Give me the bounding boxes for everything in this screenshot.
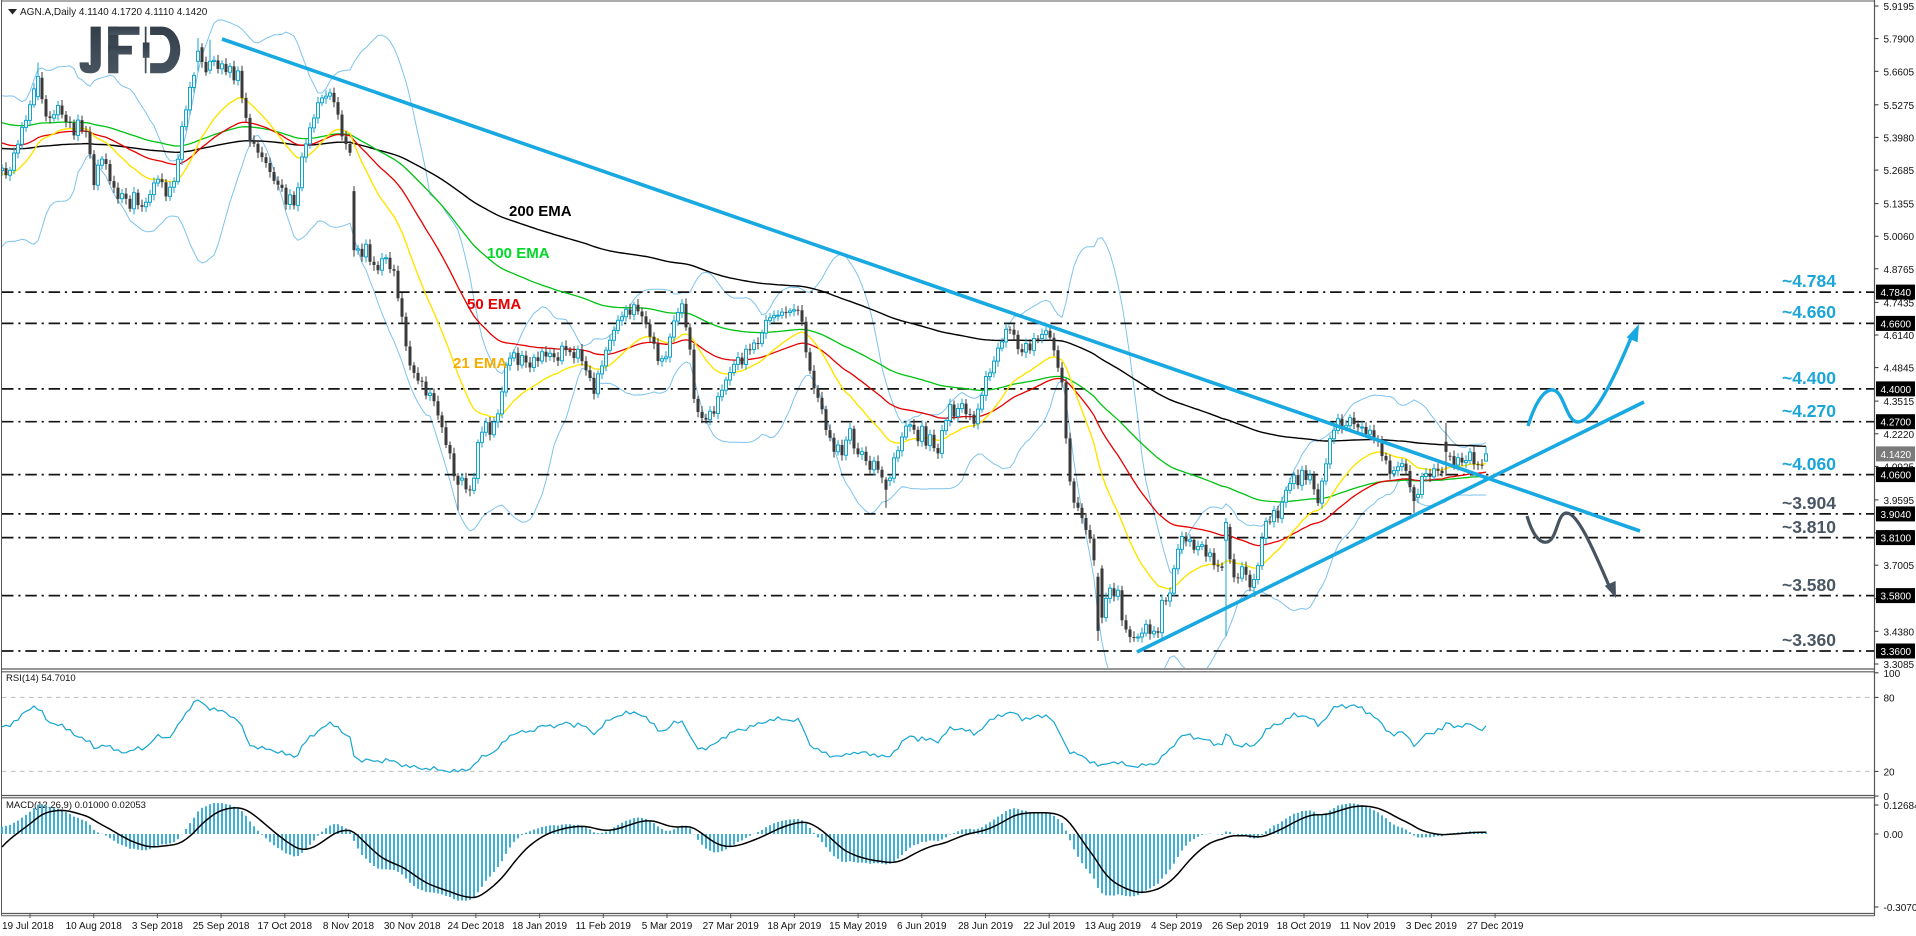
svg-text:5.3980: 5.3980 bbox=[1884, 133, 1915, 144]
svg-text:3 Sep 2018: 3 Sep 2018 bbox=[132, 921, 184, 932]
svg-text:~3.810: ~3.810 bbox=[1782, 517, 1836, 537]
svg-text:5.6605: 5.6605 bbox=[1884, 67, 1915, 78]
svg-text:18 Jan 2019: 18 Jan 2019 bbox=[512, 921, 567, 932]
svg-text:~4.400: ~4.400 bbox=[1782, 368, 1836, 388]
svg-text:5.7900: 5.7900 bbox=[1884, 35, 1915, 46]
svg-text:8 Nov 2018: 8 Nov 2018 bbox=[323, 921, 375, 932]
svg-text:3.9040: 3.9040 bbox=[1881, 510, 1912, 521]
svg-text:~4.660: ~4.660 bbox=[1782, 302, 1836, 322]
svg-text:5.1355: 5.1355 bbox=[1884, 200, 1915, 211]
svg-text:4.2700: 4.2700 bbox=[1881, 418, 1912, 429]
svg-text:0.12684: 0.12684 bbox=[1884, 801, 1916, 812]
svg-text:50 EMA: 50 EMA bbox=[467, 296, 521, 313]
svg-text:30 Nov 2018: 30 Nov 2018 bbox=[384, 921, 441, 932]
svg-text:28 Jun 2019: 28 Jun 2019 bbox=[958, 921, 1013, 932]
svg-text:3.9595: 3.9595 bbox=[1884, 496, 1915, 507]
svg-text:~3.580: ~3.580 bbox=[1782, 575, 1836, 595]
svg-text:4.7840: 4.7840 bbox=[1881, 288, 1912, 299]
svg-text:11 Feb 2019: 11 Feb 2019 bbox=[576, 921, 632, 932]
svg-text:3.7005: 3.7005 bbox=[1884, 561, 1915, 572]
svg-text:5.0060: 5.0060 bbox=[1884, 232, 1915, 243]
svg-text:15 May 2019: 15 May 2019 bbox=[829, 921, 887, 932]
svg-text:19 Jul 2018: 19 Jul 2018 bbox=[2, 921, 54, 932]
svg-text:22 Jul 2019: 22 Jul 2019 bbox=[1023, 921, 1075, 932]
svg-text:~3.904: ~3.904 bbox=[1782, 493, 1836, 513]
svg-text:RSI(14) 54.7010: RSI(14) 54.7010 bbox=[6, 673, 76, 684]
svg-text:3.3085: 3.3085 bbox=[1884, 660, 1915, 671]
svg-text:4.3515: 4.3515 bbox=[1884, 397, 1915, 408]
svg-text:200 EMA: 200 EMA bbox=[509, 203, 572, 220]
svg-text:4.4845: 4.4845 bbox=[1884, 364, 1915, 375]
svg-text:5 Mar 2019: 5 Mar 2019 bbox=[642, 921, 693, 932]
svg-text:20: 20 bbox=[1884, 767, 1896, 778]
svg-text:0: 0 bbox=[1884, 792, 1890, 803]
svg-text:~4.270: ~4.270 bbox=[1782, 401, 1836, 421]
svg-text:3 Dec 2019: 3 Dec 2019 bbox=[1406, 921, 1458, 932]
svg-text:4.1420: 4.1420 bbox=[1881, 450, 1912, 461]
svg-text:5.5275: 5.5275 bbox=[1884, 101, 1915, 112]
svg-text:MACD(12,26,9) 0.01000 0.02053: MACD(12,26,9) 0.01000 0.02053 bbox=[6, 800, 146, 811]
svg-text:~3.360: ~3.360 bbox=[1782, 630, 1836, 650]
svg-text:5.9195: 5.9195 bbox=[1884, 2, 1915, 13]
svg-text:18 Apr 2019: 18 Apr 2019 bbox=[767, 921, 821, 932]
svg-text:100: 100 bbox=[1884, 669, 1901, 680]
svg-text:10 Aug 2018: 10 Aug 2018 bbox=[66, 921, 123, 932]
svg-text:21 EMA: 21 EMA bbox=[453, 355, 507, 372]
svg-text:4.6140: 4.6140 bbox=[1884, 331, 1915, 342]
svg-text:0.00: 0.00 bbox=[1884, 830, 1904, 841]
svg-text:25 Sep 2018: 25 Sep 2018 bbox=[193, 921, 250, 932]
svg-text:13 Aug 2019: 13 Aug 2019 bbox=[1085, 921, 1142, 932]
svg-text:~4.060: ~4.060 bbox=[1782, 454, 1836, 474]
svg-text:24 Dec 2018: 24 Dec 2018 bbox=[448, 921, 505, 932]
svg-text:80: 80 bbox=[1884, 693, 1896, 704]
svg-text:6 Jun 2019: 6 Jun 2019 bbox=[897, 921, 947, 932]
svg-text:26 Sep 2019: 26 Sep 2019 bbox=[1212, 921, 1269, 932]
svg-text:-0.30708: -0.30708 bbox=[1884, 903, 1916, 914]
svg-text:4.8765: 4.8765 bbox=[1884, 265, 1915, 276]
svg-text:4.6600: 4.6600 bbox=[1881, 319, 1912, 330]
svg-text:18 Oct 2019: 18 Oct 2019 bbox=[1277, 921, 1332, 932]
svg-text:4 Sep 2019: 4 Sep 2019 bbox=[1151, 921, 1203, 932]
svg-text:3.3600: 3.3600 bbox=[1881, 647, 1912, 658]
svg-text:27 Mar 2019: 27 Mar 2019 bbox=[703, 921, 760, 932]
svg-text:3.4380: 3.4380 bbox=[1884, 627, 1915, 638]
svg-text:4.7435: 4.7435 bbox=[1884, 298, 1915, 309]
svg-text:27 Dec 2019: 27 Dec 2019 bbox=[1467, 921, 1524, 932]
svg-text:3.5800: 3.5800 bbox=[1881, 592, 1912, 603]
svg-text:4.2220: 4.2220 bbox=[1884, 430, 1915, 441]
svg-text:11 Nov 2019: 11 Nov 2019 bbox=[1340, 921, 1396, 932]
svg-text:~4.784: ~4.784 bbox=[1782, 271, 1836, 291]
svg-text:3.8100: 3.8100 bbox=[1881, 534, 1912, 545]
svg-text:AGN.A,Daily 4.1140 4.1720 4.1: AGN.A,Daily 4.1140 4.1720 4.1110 4.1420 bbox=[20, 7, 208, 18]
svg-text:4.4000: 4.4000 bbox=[1881, 385, 1912, 396]
svg-text:4.0600: 4.0600 bbox=[1881, 471, 1912, 482]
svg-text:100 EMA: 100 EMA bbox=[487, 245, 550, 262]
svg-text:17 Oct 2018: 17 Oct 2018 bbox=[258, 921, 313, 932]
svg-text:5.2685: 5.2685 bbox=[1884, 166, 1915, 177]
